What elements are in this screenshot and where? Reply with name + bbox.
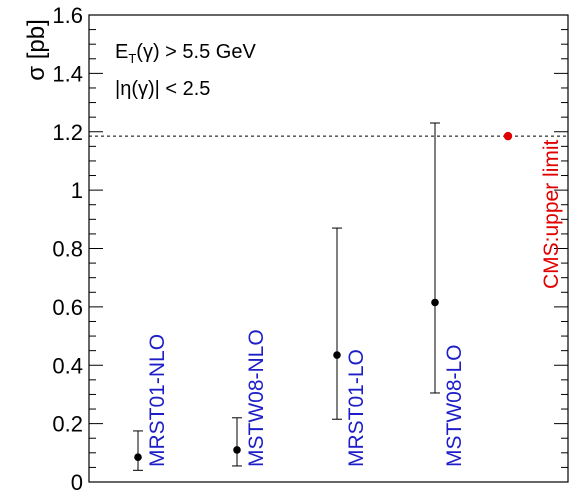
annotation-box: ET(γ) > 5.5 GeV |η(γ)| < 2.5 [115,41,256,100]
y-axis: 0 0.2 0.4 0.6 0.8 1 1.2 1.4 1.6 [52,3,568,491]
y-tick-label: 0.6 [52,295,83,320]
series-label: MRST01-NLO [146,334,169,467]
annotation-et-rest: (γ) > 5.5 GeV [136,41,256,63]
series-label: MRST01-LO [345,349,368,467]
y-tick-label: 0.4 [52,353,83,378]
data-point [333,351,341,359]
y-tick-label: 1.4 [52,61,83,86]
annotation-et-sub: T [128,51,136,66]
upper-limit-point [503,131,513,141]
data-point [134,453,142,461]
series-label: MSTW08-LO [443,344,466,467]
annotation-et-main: E [115,41,128,63]
upper-limit-label: CMS:upper limit [540,139,563,289]
y-tick-label: 1 [71,178,83,203]
data-point [233,446,241,454]
data-point [431,298,439,307]
y-tick-label: 1.6 [52,3,83,28]
y-tick-label: 1.2 [52,120,83,145]
y-axis-label: σ [pb] [23,19,50,81]
data-marks: MRST01-NLO MSTW08-NLO MRST01-LO MSTW08-LO CM… [89,122,568,471]
series-label: MSTW08-NLO [245,329,268,467]
y-tick-label: 0.8 [52,237,83,262]
annotation-et: ET(γ) > 5.5 GeV [115,41,256,66]
annotation-eta: |η(γ)| < 2.5 [115,78,210,100]
y-tick-label: 0.2 [52,412,83,437]
y-tick-label: 0 [71,470,83,491]
